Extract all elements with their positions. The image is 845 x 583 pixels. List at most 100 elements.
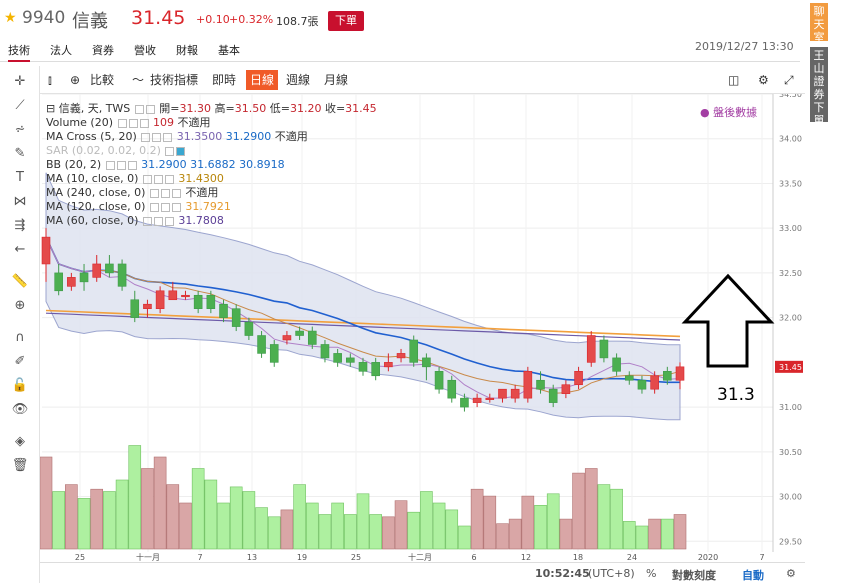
tab-institutional[interactable]: 法人 <box>50 44 72 57</box>
tab-basic[interactable]: 基本 <box>218 44 240 57</box>
crosshair-icon[interactable]: ✛ <box>14 74 26 89</box>
auto-scale-toggle[interactable]: 自動 <box>742 569 764 582</box>
text-icon[interactable]: T <box>16 170 24 185</box>
broker-order-button[interactable]: 王山證券下單 <box>810 47 828 127</box>
candlesticks <box>41 228 685 412</box>
indicators-icon[interactable]: 〜 <box>132 73 145 87</box>
stock-code: 9940 <box>22 8 66 28</box>
collapse-icon[interactable]: ⊟ <box>46 102 56 115</box>
prediction-icon[interactable]: ⇶ <box>14 218 26 233</box>
draw-mode-icon[interactable]: ✐ <box>14 354 26 369</box>
legend-sar[interactable]: SAR (0.02, 0.02, 0.2) <box>46 144 186 157</box>
volume-bar <box>103 491 116 550</box>
price-tick-label: 32.00 <box>779 314 802 323</box>
trash-icon[interactable]: 🗑 <box>11 458 29 473</box>
last-price: 31.45 <box>131 7 186 29</box>
volume-bar <box>267 516 281 550</box>
volume-bar <box>242 491 256 550</box>
fullscreen-icon[interactable]: ⤢ <box>784 73 794 87</box>
annotation-label: 31.3 <box>717 385 755 405</box>
price-chart[interactable]: 34.50 34.00 33.50 33.00 32.50 32.00 31.45 31.00… <box>40 94 805 562</box>
chat-room-button[interactable]: 聊天室 <box>810 3 828 44</box>
candle <box>523 366 533 403</box>
quote-datetime: 2019/12/27 13:30 <box>695 40 794 53</box>
trendline-icon[interactable]: ⟋ <box>15 98 25 113</box>
legend-bb[interactable]: BB (20, 2) 31.2900 31.6882 30.8918 <box>46 158 285 171</box>
legend-ma240[interactable]: MA (240, close, 0) 不適用 <box>46 186 219 199</box>
settings-icon[interactable]: ⚙ <box>786 567 796 580</box>
volume-bars <box>40 445 687 550</box>
volume-bar <box>648 518 661 550</box>
candle <box>346 353 355 367</box>
date-tick-label: 13 <box>247 553 257 562</box>
volume-bar <box>318 514 332 550</box>
volume-bar <box>673 514 687 550</box>
candle <box>536 371 545 394</box>
back-arrow-icon[interactable]: ← <box>14 242 26 257</box>
legend-ma60[interactable]: MA (60, close, 0) 31.7808 <box>46 214 224 227</box>
daily-button[interactable]: 日線 <box>246 70 279 90</box>
favorite-star-icon[interactable]: ★ <box>4 10 17 26</box>
indicators-button[interactable]: 技術指標 <box>150 73 199 87</box>
candle <box>498 388 507 403</box>
hide-box-icon[interactable] <box>145 104 155 114</box>
candle <box>193 290 203 314</box>
volume-bar <box>115 479 129 550</box>
lock-icon[interactable]: 🔓 <box>11 378 29 393</box>
compare-icon[interactable]: ⊕ <box>70 73 81 87</box>
magnet-icon[interactable]: ∩ <box>15 330 25 345</box>
volume-bar <box>344 514 357 550</box>
volume-bar <box>546 493 560 550</box>
realtime-button[interactable]: 即時 <box>212 73 237 87</box>
compare-button[interactable]: 比較 <box>90 73 115 87</box>
volume-bar <box>369 514 382 550</box>
volume-bar <box>508 518 522 550</box>
pattern-icon[interactable]: ⋈ <box>13 194 27 209</box>
legend-macross[interactable]: MA Cross (5, 20) 31.3500 31.2900 不適用 <box>46 130 308 143</box>
tab-financials[interactable]: 財報 <box>176 44 198 57</box>
price-tick-label: 29.50 <box>779 537 802 546</box>
tab-revenue[interactable]: 營收 <box>134 44 156 57</box>
candle-type-icon[interactable]: ⫾ <box>48 73 52 87</box>
price-tick-label: 33.00 <box>779 224 802 233</box>
volume-bar <box>521 495 535 550</box>
trade-volume: 108.7張 <box>276 15 319 28</box>
date-tick-label: 12 <box>521 553 531 562</box>
chart-toolbar: ⫾ ⊕ 比較 〜 技術指標 即時 日線 週線 月線 ◫ ⚙ ⤢ <box>40 66 805 94</box>
candle <box>422 353 431 381</box>
layers-icon[interactable]: ◈ <box>15 434 25 449</box>
date-tick-label: 24 <box>627 553 637 562</box>
zoom-in-icon[interactable]: ⊕ <box>14 298 26 313</box>
volume-bar <box>128 445 142 550</box>
volume-bar <box>229 486 243 550</box>
after-hours-link[interactable]: ● 盤後數據 <box>700 106 758 119</box>
fibonacci-icon[interactable]: ⩫ <box>14 122 26 137</box>
eye-icon[interactable]: 👁 <box>11 402 29 417</box>
volume-bar <box>191 468 205 550</box>
date-tick-label: 25 <box>351 553 361 562</box>
gear-icon[interactable]: ⚙ <box>758 73 769 87</box>
price-tick-label: 33.50 <box>779 179 802 188</box>
tab-technical[interactable]: 技術 <box>8 42 30 62</box>
legend-ma120[interactable]: MA (120, close, 0) 31.7921 <box>46 200 231 213</box>
legend-ma10[interactable]: MA (10, close, 0) 31.4300 <box>46 172 224 185</box>
percent-scale-toggle[interactable]: % <box>646 567 657 580</box>
weekly-button[interactable]: 週線 <box>286 73 311 87</box>
settings-box-icon[interactable] <box>134 104 144 114</box>
legend-volume[interactable]: Volume (20) 109 不適用 <box>46 116 211 129</box>
volume-bar <box>293 484 306 550</box>
price-tick-label: 31.00 <box>779 403 802 412</box>
volume-bar <box>77 498 91 550</box>
log-scale-toggle[interactable]: 對數刻度 <box>672 569 716 582</box>
brush-icon[interactable]: ✎ <box>14 146 26 161</box>
order-button[interactable]: 下單 <box>328 11 364 31</box>
volume-bar <box>661 518 674 550</box>
candle <box>67 272 76 291</box>
tab-margin[interactable]: 資券 <box>92 44 114 57</box>
main-tabs: 技術 法人 資券 營收 財報 基本 <box>0 38 800 62</box>
ruler-icon[interactable]: 📏 <box>11 274 29 289</box>
camera-icon[interactable]: ◫ <box>728 73 740 87</box>
monthly-button[interactable]: 月線 <box>324 73 349 87</box>
volume-bar <box>90 488 104 550</box>
volume-bar <box>280 509 294 550</box>
